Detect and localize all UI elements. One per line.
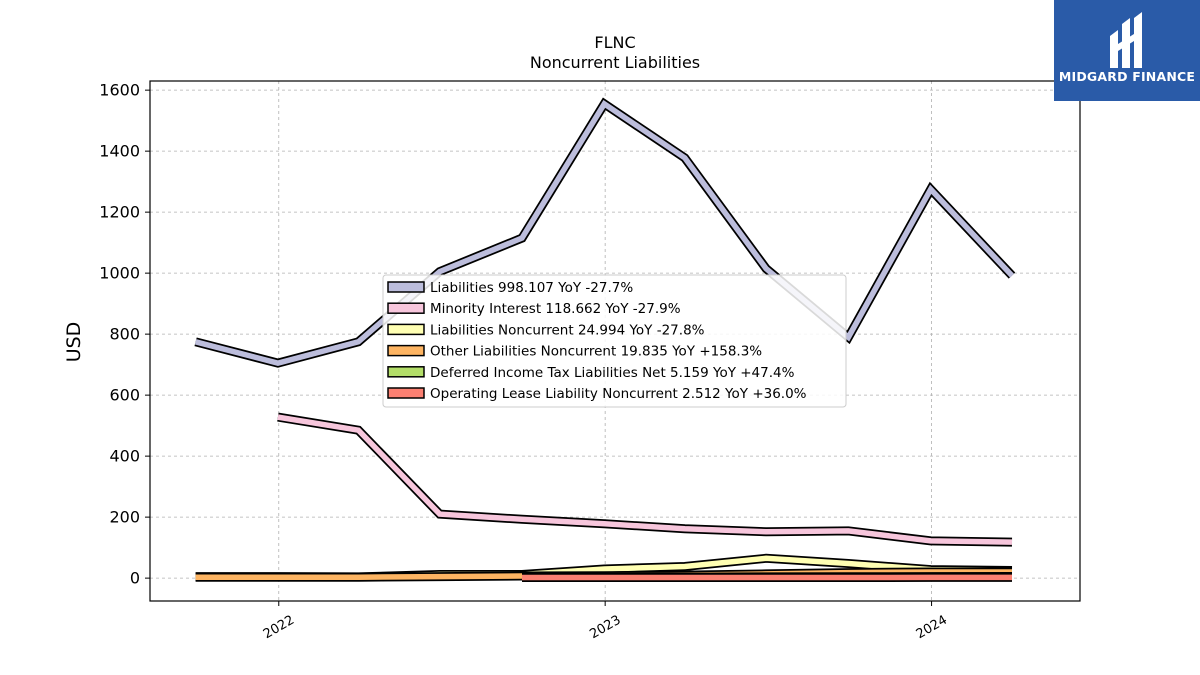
y-tick-label: 800: [109, 325, 140, 344]
y-tick-label: 1400: [99, 142, 140, 161]
y-tick-label: 400: [109, 447, 140, 466]
x-tick-label: 2024: [914, 613, 950, 643]
chart-title: FLNC: [594, 33, 635, 52]
y-tick-label: 200: [109, 508, 140, 527]
series-line: [277, 414, 1013, 545]
series-minority-interest: [277, 412, 1013, 547]
legend-entry: Deferred Income Tax Liabilities Net 5.15…: [430, 365, 795, 381]
legend-entry: Other Liabilities Noncurrent 19.835 YoY …: [430, 344, 762, 360]
series-line-outline: [277, 412, 1013, 547]
midgard-logo-icon: [1110, 12, 1142, 68]
y-axis-title: USD: [63, 322, 85, 363]
y-tick-label: 0: [130, 569, 140, 588]
legend-swatch: [387, 366, 425, 378]
legend-entry: Liabilities Noncurrent 24.994 YoY -27.8%: [430, 322, 705, 338]
plot-frame: [149, 80, 1081, 602]
legend-entry: Liabilities 998.107 YoY -27.7%: [430, 280, 633, 296]
series-liabilities: [194, 97, 1016, 368]
brand-logo: MIDGARD FINANCE: [1054, 0, 1200, 101]
chart-subtitle: Noncurrent Liabilities: [530, 53, 700, 72]
x-axis: 2022 2023 2024: [261, 601, 950, 642]
series-layer: [194, 97, 1016, 582]
legend-swatch: [387, 344, 425, 357]
x-tick-label: 2022: [261, 613, 297, 643]
x-tick-label: 2023: [587, 613, 623, 643]
legend-box: [382, 274, 847, 408]
y-tick-label: 1600: [99, 81, 140, 100]
legend-swatch: [387, 323, 425, 336]
y-tick-label: 600: [109, 386, 140, 405]
brand-name: MIDGARD FINANCE: [1058, 69, 1196, 84]
legend-swatch: [387, 281, 425, 293]
legend-entry: Operating Lease Liability Noncurrent 2.5…: [430, 386, 807, 402]
legend: Liabilities 998.107 YoY -27.7% Minority I…: [382, 274, 847, 408]
y-axis: 0 200 400 600 800 1000 1200 1400 1600: [99, 81, 150, 588]
legend-swatch: [387, 387, 425, 399]
y-tick-label: 1000: [99, 264, 140, 283]
legend-entry: Minority Interest 118.662 YoY -27.9%: [430, 301, 681, 317]
y-tick-label: 1200: [99, 203, 140, 222]
series-line: [194, 100, 1015, 366]
legend-swatch: [387, 302, 425, 314]
